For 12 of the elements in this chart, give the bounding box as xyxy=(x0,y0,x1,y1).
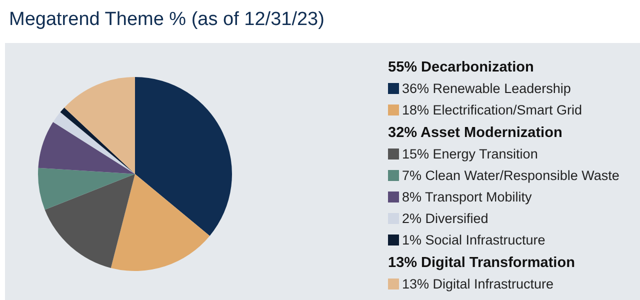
text: 32% Asset Modernization xyxy=(388,125,562,141)
legend-label: 8% Transport Mobility xyxy=(402,190,532,204)
legend-label: 18% Electrification/Smart Grid xyxy=(402,102,582,118)
legend-label: 13% Digital Infrastructure xyxy=(402,276,554,292)
legend-label: 1% Social Infrastructure xyxy=(402,232,546,248)
legend-label: 7% Clean Water/Responsible Waste xyxy=(402,168,620,183)
chart-title: Megatrend Theme % (as of 12/31/23) xyxy=(9,9,324,30)
legend-label: 2% Diversified xyxy=(402,211,488,226)
legend-label: 36% Renewable Leadership xyxy=(402,81,571,96)
legend-label: 15% Energy Transition xyxy=(402,146,538,162)
text: 55% Decarbonization xyxy=(388,60,534,76)
text: 13% Digital Transformation xyxy=(388,255,575,271)
